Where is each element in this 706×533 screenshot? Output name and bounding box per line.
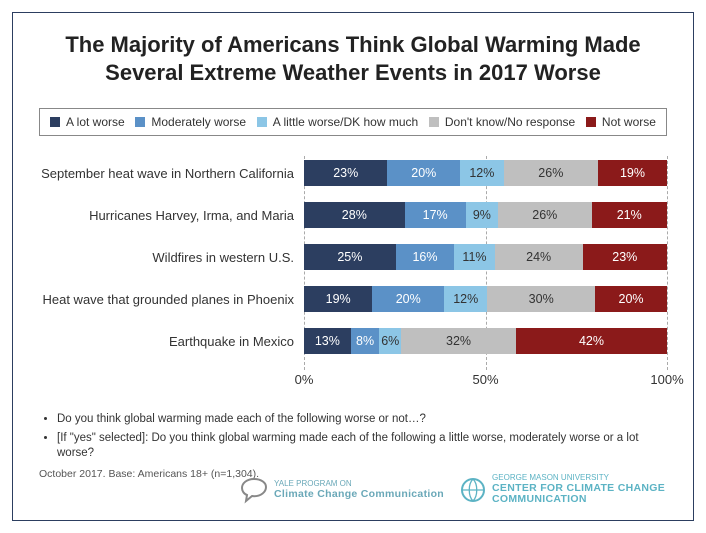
bar-segment: 26%	[504, 160, 598, 186]
legend-label: A little worse/DK how much	[273, 115, 418, 129]
bar-row: Heat wave that grounded planes in Phoeni…	[39, 282, 667, 316]
question-notes: Do you think global warming made each of…	[39, 412, 667, 462]
yale-main: Climate Change Communication	[274, 489, 444, 501]
gridline	[667, 156, 668, 370]
bar-segment: 11%	[454, 244, 494, 270]
legend-swatch	[135, 117, 145, 127]
bar-segment: 23%	[304, 160, 387, 186]
bar-row: Wildfires in western U.S.25%16%11%24%23%	[39, 240, 667, 274]
row-label: September heat wave in Northern Californ…	[39, 166, 304, 181]
chart-title: The Majority of Americans Think Global W…	[39, 31, 667, 86]
legend-item: A lot worse	[50, 115, 125, 129]
logo-row: YALE PROGRAM ON Climate Change Communica…	[240, 474, 665, 506]
row-label: Earthquake in Mexico	[39, 334, 304, 349]
gmu-sub: COMMUNICATION	[492, 494, 665, 506]
bar-segment: 26%	[498, 202, 591, 228]
bar-segment: 16%	[396, 244, 455, 270]
bar-row: Earthquake in Mexico13%8%6%32%42%	[39, 324, 667, 358]
bar-segment: 19%	[304, 286, 372, 312]
globe-icon	[460, 477, 486, 503]
legend-label: Moderately worse	[151, 115, 246, 129]
note-1: Do you think global warming made each of…	[57, 412, 667, 428]
row-label: Hurricanes Harvey, Irma, and Maria	[39, 208, 304, 223]
bar-segment: 6%	[379, 328, 401, 354]
bar-segment: 13%	[304, 328, 351, 354]
bar-row: Hurricanes Harvey, Irma, and Maria28%17%…	[39, 198, 667, 232]
bar-wrap: 13%8%6%32%42%	[304, 328, 667, 354]
bar-wrap: 28%17%9%26%21%	[304, 202, 667, 228]
legend: A lot worse Moderately worse A little wors…	[39, 108, 667, 136]
legend-item: Moderately worse	[135, 115, 246, 129]
legend-label: Not worse	[602, 115, 656, 129]
bar-wrap: 23%20%12%26%19%	[304, 160, 667, 186]
speech-bubble-icon	[240, 476, 268, 504]
legend-label: Don't know/No response	[445, 115, 575, 129]
chart-frame: The Majority of Americans Think Global W…	[12, 12, 694, 521]
bar-segment: 21%	[592, 202, 667, 228]
bar-segment: 20%	[595, 286, 667, 312]
bar-segment: 25%	[304, 244, 396, 270]
bar-segment: 20%	[372, 286, 444, 312]
legend-swatch	[257, 117, 267, 127]
legend-item: A little worse/DK how much	[257, 115, 418, 129]
stacked-bar-chart: September heat wave in Northern Californ…	[39, 156, 667, 386]
row-label: Wildfires in western U.S.	[39, 250, 304, 265]
x-tick-label: 50%	[472, 372, 498, 387]
bar-segment: 24%	[495, 244, 583, 270]
legend-label: A lot worse	[66, 115, 125, 129]
bar-segment: 9%	[466, 202, 498, 228]
bar-segment: 30%	[487, 286, 595, 312]
x-tick-label: 0%	[295, 372, 314, 387]
bar-segment: 12%	[460, 160, 504, 186]
note-2: [If "yes" selected]: Do you think global…	[57, 431, 667, 462]
bar-segment: 12%	[444, 286, 487, 312]
bar-row: September heat wave in Northern Californ…	[39, 156, 667, 190]
legend-swatch	[586, 117, 596, 127]
legend-item: Not worse	[586, 115, 656, 129]
legend-swatch	[429, 117, 439, 127]
bar-segment: 32%	[401, 328, 516, 354]
yale-logo: YALE PROGRAM ON Climate Change Communica…	[240, 476, 444, 504]
bar-segment: 23%	[583, 244, 667, 270]
bar-wrap: 25%16%11%24%23%	[304, 244, 667, 270]
legend-item: Don't know/No response	[429, 115, 575, 129]
legend-swatch	[50, 117, 60, 127]
gmu-logo: GEORGE MASON UNIVERSITY CENTER FOR CLIMA…	[460, 474, 665, 506]
x-tick-label: 100%	[650, 372, 683, 387]
bar-wrap: 19%20%12%30%20%	[304, 286, 667, 312]
bar-segment: 8%	[351, 328, 380, 354]
row-label: Heat wave that grounded planes in Phoeni…	[39, 292, 304, 307]
bar-segment: 19%	[598, 160, 667, 186]
x-axis: 0%50%100%	[304, 372, 667, 390]
bar-segment: 17%	[405, 202, 466, 228]
bar-segment: 28%	[304, 202, 405, 228]
bar-segment: 42%	[516, 328, 667, 354]
bar-segment: 20%	[387, 160, 460, 186]
